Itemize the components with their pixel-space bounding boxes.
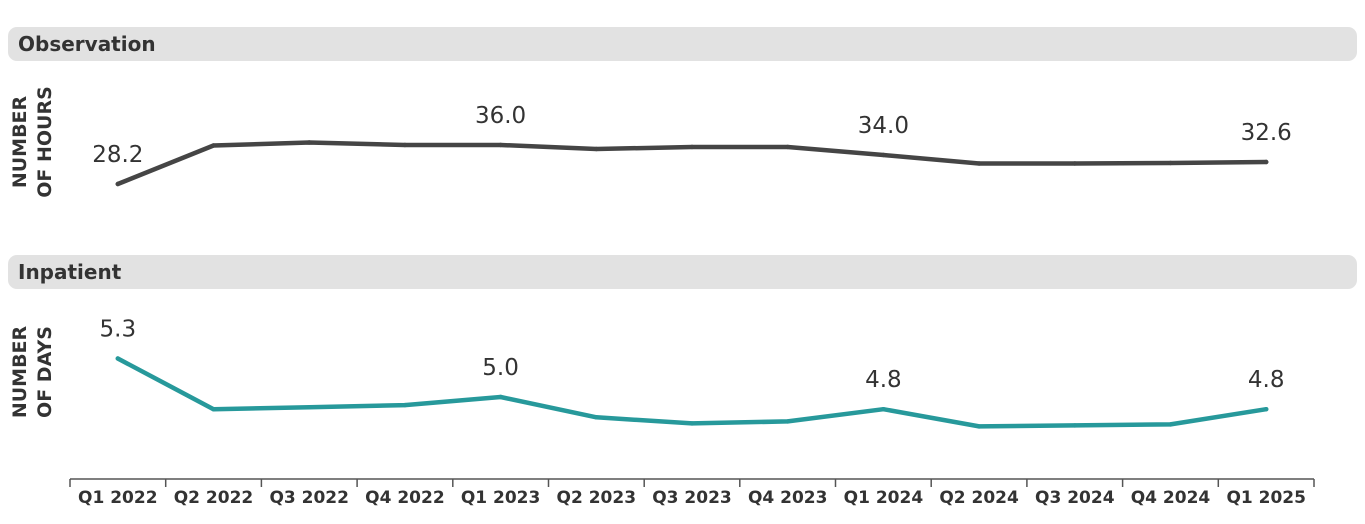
observation-point-10 xyxy=(976,161,982,166)
observation-data-label-1: 28.2 xyxy=(92,142,143,168)
observation-data-label-2: 36.0 xyxy=(475,103,526,129)
inpatient-point-3 xyxy=(307,405,312,410)
inpatient-series-line xyxy=(115,356,1269,429)
inpatient-header-band: Inpatient xyxy=(8,255,1357,289)
x-tick-label-13: Q1 2025 xyxy=(1226,488,1306,508)
x-tick-label-9: Q1 2024 xyxy=(844,488,924,508)
x-tick-label-1: Q1 2022 xyxy=(78,488,158,508)
inpatient-point-8 xyxy=(785,419,790,424)
inpatient-point-5 xyxy=(498,394,503,400)
observation-point-9 xyxy=(881,152,886,158)
observation-point-7 xyxy=(689,144,695,150)
observation-point-11 xyxy=(1072,161,1078,166)
observation-point-8 xyxy=(785,144,790,150)
x-tick-label-2: Q2 2022 xyxy=(174,488,254,508)
inpatient-data-label-1: 5.3 xyxy=(100,317,137,343)
x-tick-label-4: Q4 2022 xyxy=(365,488,445,508)
observation-point-1 xyxy=(115,181,121,187)
x-tick-label-12: Q4 2024 xyxy=(1131,488,1211,508)
inpatient-point-7 xyxy=(689,421,695,426)
inpatient-point-2 xyxy=(211,407,216,412)
inpatient-point-10 xyxy=(976,424,982,429)
inpatient-point-9 xyxy=(881,407,886,412)
x-tick-label-10: Q2 2024 xyxy=(939,488,1019,508)
inpatient-point-6 xyxy=(594,415,599,420)
observation-title: Observation xyxy=(18,32,156,56)
observation-point-13 xyxy=(1264,159,1269,165)
observation-point-2 xyxy=(211,143,216,148)
x-tick-label-7: Q3 2023 xyxy=(652,488,732,508)
inpatient-data-label-2: 5.0 xyxy=(482,355,519,381)
inpatient-point-11 xyxy=(1072,423,1078,428)
inpatient-point-12 xyxy=(1168,422,1173,427)
x-tick-label-5: Q1 2023 xyxy=(461,488,541,508)
inpatient-data-label-4: 4.8 xyxy=(1248,367,1285,393)
inpatient-data-label-3: 4.8 xyxy=(865,367,902,393)
observation-point-4 xyxy=(402,142,408,148)
observation-point-6 xyxy=(594,146,599,152)
observation-data-label-4: 32.6 xyxy=(1241,120,1292,146)
observation-header-band: Observation xyxy=(8,27,1357,61)
x-tick-label-6: Q2 2023 xyxy=(557,488,637,508)
inpatient-point-1 xyxy=(115,356,121,361)
inpatient-title: Inpatient xyxy=(18,260,122,284)
x-tick-label-3: Q3 2022 xyxy=(269,488,349,508)
x-tick-label-11: Q3 2024 xyxy=(1035,488,1115,508)
observation-data-label-3: 34.0 xyxy=(858,113,909,139)
inpatient-point-4 xyxy=(402,402,408,408)
inpatient-point-13 xyxy=(1264,407,1269,412)
observation-point-5 xyxy=(498,142,503,148)
x-tick-label-8: Q4 2023 xyxy=(748,488,828,508)
observation-point-12 xyxy=(1168,160,1173,166)
observation-point-3 xyxy=(307,140,312,145)
